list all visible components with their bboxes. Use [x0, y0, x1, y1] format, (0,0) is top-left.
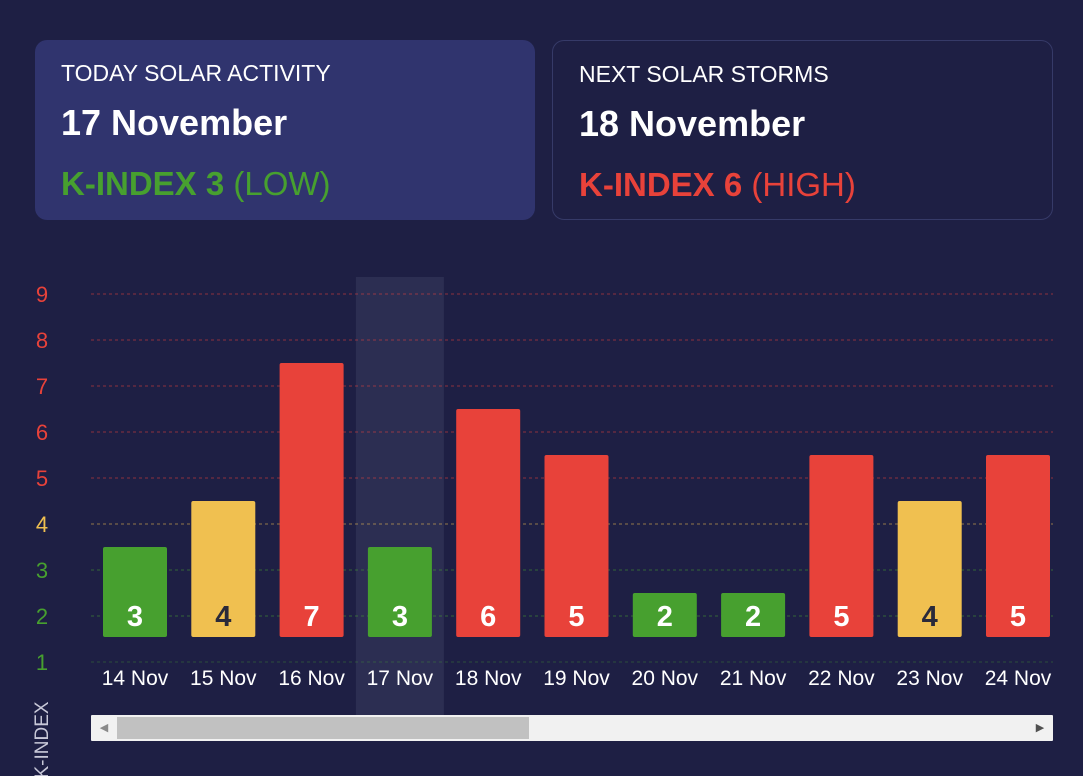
y-tick-label: 1: [36, 650, 48, 675]
y-axis-title: K-INDEX: [32, 701, 53, 776]
y-tick-label: 9: [36, 282, 48, 307]
bar-22-nov: [809, 455, 874, 637]
bar-value-label: 2: [657, 601, 673, 633]
bar-17-nov: [367, 547, 432, 637]
x-tick-label: 19 Nov: [543, 667, 610, 690]
bar-value-label: 3: [127, 601, 143, 633]
bar-15-nov: [191, 501, 256, 637]
next-card-label: NEXT SOLAR STORMS: [579, 61, 829, 87]
bar-value-label: 4: [215, 601, 231, 633]
y-tick-label: 4: [36, 512, 48, 537]
x-tick-label: 15 Nov: [190, 667, 257, 690]
bar-21-nov: [721, 593, 786, 637]
today-k-index: K-INDEX 3 (LOW): [61, 165, 331, 203]
bar-24-nov: [986, 455, 1050, 637]
y-tick-label: 2: [36, 604, 48, 629]
y-tick-label: 7: [36, 374, 48, 399]
chart-scrollbar[interactable]: ◀ ▶: [91, 715, 1053, 741]
today-k-index-value: K-INDEX 3: [61, 165, 225, 202]
bar-value-label: 5: [568, 601, 584, 633]
bar-value-label: 4: [922, 601, 938, 633]
y-tick-label: 5: [36, 466, 48, 491]
bar-19-nov: [544, 455, 609, 637]
scroll-left-arrow-icon[interactable]: ◀: [99, 722, 109, 734]
x-tick-label: 22 Nov: [808, 667, 875, 690]
y-tick-label: 8: [36, 328, 48, 353]
bar-18-nov: [456, 409, 521, 637]
next-k-index-value: K-INDEX 6: [579, 166, 743, 203]
next-k-index-level: (HIGH): [751, 166, 856, 203]
next-k-index: K-INDEX 6 (HIGH): [579, 166, 856, 204]
bar-value-label: 5: [1010, 601, 1026, 633]
x-tick-label: 18 Nov: [455, 667, 522, 690]
bar-23-nov: [897, 501, 962, 637]
x-tick-label: 16 Nov: [278, 667, 345, 690]
bar-16-nov: [279, 363, 344, 637]
bar-value-label: 7: [304, 601, 320, 633]
bar-value-label: 2: [745, 601, 761, 633]
today-activity-card: TODAY SOLAR ACTIVITY 17 November K-INDEX…: [35, 40, 535, 220]
today-k-index-level: (LOW): [233, 165, 331, 202]
next-storms-card: NEXT SOLAR STORMS 18 November K-INDEX 6 …: [552, 40, 1053, 220]
x-tick-label: 20 Nov: [632, 667, 699, 690]
scroll-right-arrow-icon[interactable]: ▶: [1035, 722, 1045, 734]
scrollbar-thumb[interactable]: [117, 717, 529, 739]
x-tick-label: 17 Nov: [367, 667, 434, 690]
bar-20-nov: [632, 593, 697, 637]
bar-14-nov: [103, 547, 167, 637]
today-card-date: 17 November: [61, 102, 288, 143]
bar-value-label: 6: [480, 601, 496, 633]
x-tick-label: 21 Nov: [720, 667, 787, 690]
bar-value-label: 5: [833, 601, 849, 633]
next-card-date: 18 November: [579, 103, 806, 144]
bar-value-label: 3: [392, 601, 408, 633]
highlight-column: [355, 277, 444, 715]
y-tick-label: 6: [36, 420, 48, 445]
x-tick-label: 24 Nov: [985, 667, 1052, 690]
x-tick-label: 14 Nov: [102, 667, 169, 690]
today-card-label: TODAY SOLAR ACTIVITY: [61, 60, 331, 86]
x-tick-label: 23 Nov: [896, 667, 963, 690]
y-tick-label: 3: [36, 558, 48, 583]
